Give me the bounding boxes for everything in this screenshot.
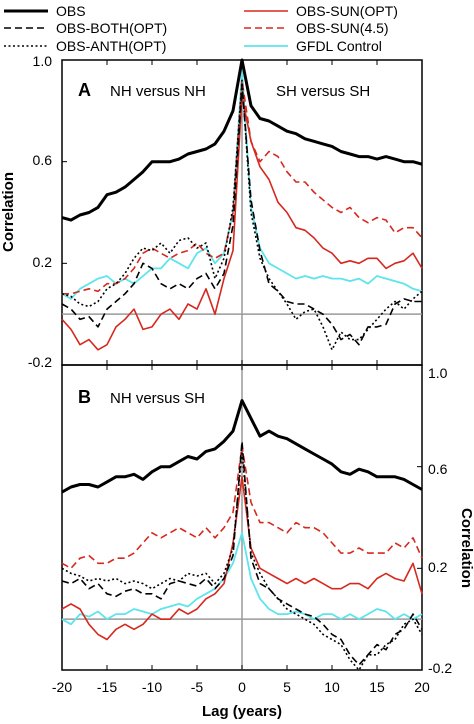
legend-label-gfdl: GFDL Control <box>296 38 382 54</box>
panel-a-ytick-label: 0.2 <box>33 254 53 270</box>
panel-b-series-sun_opt <box>61 475 423 641</box>
x-tick-label: 20 <box>414 679 430 695</box>
panel-a-series-gfdl <box>61 69 423 300</box>
panel-b-series-gfdl <box>61 531 423 626</box>
x-tick-label: -15 <box>97 679 117 695</box>
panel-a-letter: A <box>78 80 91 100</box>
x-axis-label: Lag (years) <box>202 703 282 720</box>
panel-b-series-obs <box>61 399 423 494</box>
legend-label-obs: OBS <box>56 3 86 19</box>
x-tick-label: 15 <box>369 679 385 695</box>
x-tick-label: -10 <box>142 679 162 695</box>
panel-a-ytick-label: 0.6 <box>33 152 53 168</box>
panel-a-ytick-label: 1.0 <box>33 53 53 69</box>
x-tick-labels: -20 -15 -10 -5 0 5 10 15 20 <box>52 679 430 695</box>
panel-b-letter: B <box>78 387 91 407</box>
panel-b: B NH versus SH 1.0 0.6 0.2 -0.2 Correlat… <box>61 364 474 676</box>
panel-a-ytick-label: -0.2 <box>28 354 52 370</box>
panel-b-ytick-label: 0.2 <box>428 559 448 575</box>
panel-a-plot <box>61 58 423 366</box>
legend-label-both: OBS-BOTH(OPT) <box>56 20 167 36</box>
x-tick-label: 10 <box>324 679 340 695</box>
x-tick-label: -20 <box>52 679 72 695</box>
panel-b-ylabel: Correlation <box>458 508 474 588</box>
legend-label-sun_opt: OBS-SUN(OPT) <box>296 3 398 19</box>
x-tick-label: 0 <box>238 679 246 695</box>
panel-b-series-anth <box>61 450 423 671</box>
legend-label-anth: OBS-ANTH(OPT) <box>56 38 166 54</box>
panel-a-series-anth <box>61 79 423 351</box>
x-tick-label: -5 <box>191 679 204 695</box>
panel-a-left-annotation: NH versus NH <box>110 83 206 100</box>
x-tick-label: 5 <box>283 679 291 695</box>
panel-b-series-both <box>61 440 423 666</box>
panel-a-series-obs <box>61 58 423 222</box>
legend-label-sun45: OBS-SUN(4.5) <box>296 20 389 36</box>
panel-b-ytick-label: -0.2 <box>428 660 452 676</box>
panel-b-left-annotation: NH versus SH <box>110 390 205 407</box>
panel-a-right-annotation: SH versus SH <box>276 83 370 100</box>
panel-a-ylabel: Correlation <box>0 172 17 252</box>
panel-b-plot <box>61 364 423 671</box>
panel-b-ytick-label: 0.6 <box>428 461 448 477</box>
panel-a: A NH versus NH SH versus SH 1.0 0.6 0.2 … <box>0 53 423 370</box>
panel-b-ytick-label: 1.0 <box>428 365 448 381</box>
